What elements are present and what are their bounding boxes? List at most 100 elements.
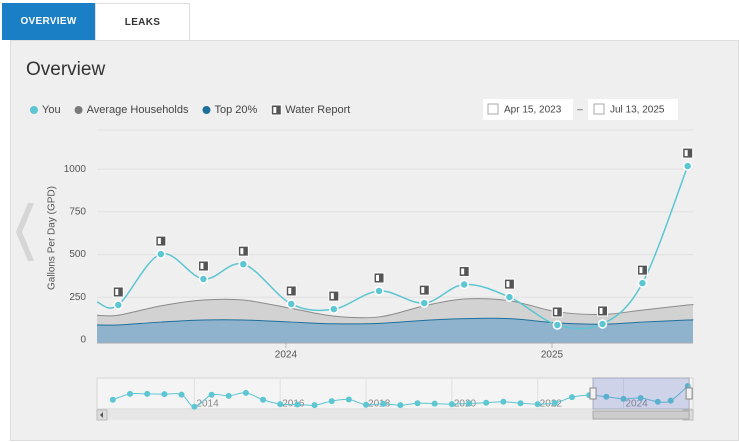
point <box>374 286 384 296</box>
point <box>552 320 563 330</box>
point <box>637 278 648 288</box>
nav-point <box>620 395 627 402</box>
start-date-box[interactable] <box>483 99 573 120</box>
nav-point <box>225 392 232 399</box>
nav-point <box>397 402 404 409</box>
nav-point <box>517 400 524 407</box>
nav-point <box>178 391 185 398</box>
nav-point <box>637 395 644 402</box>
nav-point <box>191 403 198 410</box>
legend-label: Average Households <box>87 104 189 116</box>
point <box>198 274 209 284</box>
nav-point <box>448 401 455 408</box>
water-report-icon-page <box>273 107 277 113</box>
nav-point <box>654 398 661 405</box>
scrollbar[interactable] <box>97 410 693 420</box>
water-report-icon-page <box>376 274 380 281</box>
point <box>156 249 166 259</box>
water-report-icon-page <box>200 263 204 270</box>
y-tick-label: 0 <box>80 335 86 346</box>
nav-point <box>260 396 267 403</box>
legend-marker <box>74 106 83 114</box>
nav-tick-label: 2024 <box>625 399 648 410</box>
legend-label: Water Report <box>285 104 350 116</box>
prev-arrow[interactable] <box>16 203 34 261</box>
calendar-icon <box>487 103 499 115</box>
point <box>113 300 124 310</box>
y-tick-label: 500 <box>69 249 86 260</box>
nav-point <box>363 401 370 408</box>
point <box>597 319 608 329</box>
nav-point <box>242 389 249 396</box>
nav-point <box>109 396 116 403</box>
nav-point <box>500 398 507 405</box>
date-separator: – <box>577 105 583 116</box>
y-tick-label: 1000 <box>64 164 87 175</box>
y-axis-title: Gallons Per Day (GPD) <box>47 186 58 290</box>
point <box>419 298 430 308</box>
point <box>238 259 249 269</box>
point <box>682 161 693 171</box>
nav-point <box>603 393 610 400</box>
water-report-icon-page <box>115 288 119 295</box>
nav-point <box>466 400 473 407</box>
nav-point <box>127 390 134 397</box>
tab-leaks[interactable]: LEAKS <box>95 3 190 41</box>
start-date[interactable]: Apr 15, 2023 <box>504 105 562 116</box>
point <box>286 299 296 309</box>
nav-point <box>161 391 168 398</box>
y-tick-label: 250 <box>69 292 86 303</box>
nav-tick-label: 2022 <box>540 399 563 410</box>
nav-point <box>277 401 284 408</box>
nav-point <box>328 398 335 405</box>
water-report-icon-page <box>421 287 425 294</box>
x-tick-label: 2024 <box>275 350 298 361</box>
nav-handle[interactable] <box>685 387 693 400</box>
nav-point <box>208 391 215 398</box>
nav-point <box>431 400 438 407</box>
nav-point <box>294 401 301 408</box>
area-line <box>96 317 694 326</box>
legend-label: Top 20% <box>214 104 257 116</box>
nav-selection <box>592 377 690 410</box>
nav-handle[interactable] <box>589 387 597 400</box>
area-line <box>96 298 694 319</box>
point <box>459 279 469 290</box>
calendar-icon <box>593 103 605 115</box>
water-report-icon-page <box>288 287 292 294</box>
legend-marker <box>30 106 38 114</box>
end-date-box[interactable] <box>588 99 678 120</box>
legend-label: You <box>42 104 61 116</box>
tab-overview[interactable]: OVERVIEW <box>2 3 95 40</box>
nav-tick-label: 2020 <box>454 399 477 410</box>
y-tick-label: 750 <box>69 207 86 218</box>
nav-point <box>311 402 318 409</box>
nav-point <box>569 394 575 401</box>
title: Overview <box>26 59 105 80</box>
area <box>97 318 694 343</box>
water-report-icon-page <box>330 293 334 300</box>
scroll-thumb[interactable] <box>592 410 690 420</box>
water-report-icon-page <box>461 268 465 275</box>
point <box>504 292 515 302</box>
nav-point <box>551 400 558 407</box>
nav-point <box>534 401 541 408</box>
water-report-icon-page <box>157 238 161 245</box>
nav-point <box>345 396 352 403</box>
x-tick-label: 2025 <box>541 350 564 361</box>
point <box>329 304 339 314</box>
nav-point <box>380 400 387 407</box>
nav-point <box>483 399 490 406</box>
water-report-icon-page <box>506 281 510 288</box>
nav-point <box>144 390 151 397</box>
water-report-icon-page <box>240 248 244 255</box>
water-report-icon-page <box>554 308 558 315</box>
legend-marker <box>202 106 211 114</box>
end-date[interactable]: Jul 13, 2025 <box>610 105 665 116</box>
nav-point <box>667 397 674 404</box>
water-report-icon-page <box>599 307 603 314</box>
water-report-icon-page <box>639 267 643 274</box>
nav-tick-label: 2014 <box>196 399 219 410</box>
